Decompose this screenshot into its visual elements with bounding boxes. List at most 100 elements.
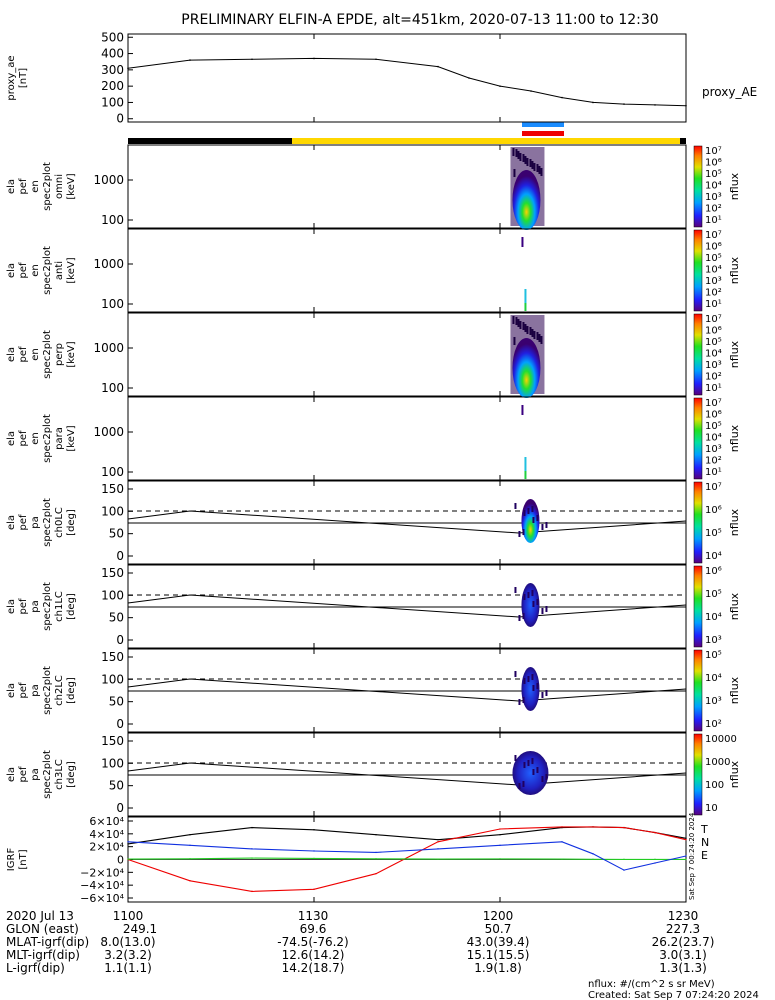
y-tick-label: 0 <box>116 112 124 126</box>
ephem-row-label: MLAT-igrf(dip) <box>6 935 89 949</box>
ae-point <box>530 90 532 92</box>
heatmap-ylabel: ela pef en spec2plot perp [keV] <box>6 330 77 379</box>
y-axis-label: IGRF <box>6 848 17 872</box>
heatmap-ylabel: ela pef en spec2plot omni [keV] <box>6 162 77 211</box>
flux-speckle <box>527 592 530 598</box>
flux-speckle <box>514 755 517 761</box>
ephem-row-label: MLT-igrf(dip) <box>6 948 80 962</box>
flux-speckle <box>532 517 535 523</box>
ae-ylabel: proxy_ae [nT] <box>6 55 29 100</box>
igrf-point <box>127 843 129 845</box>
flux-speckle <box>521 237 524 247</box>
flux-speckle <box>519 153 522 161</box>
status-bar <box>128 122 686 144</box>
colorbar-label: nflux <box>728 256 741 284</box>
ephem-value: 50.7 <box>485 922 512 936</box>
flux-speckle <box>524 289 527 303</box>
y-axis-label: [keV] <box>66 257 77 283</box>
colorbar-tick-label: 10⁷ <box>705 482 722 493</box>
status-bar-science <box>292 138 680 144</box>
ae-yticks: 500 400 300 200 100 0 <box>101 30 133 126</box>
y-axis-label: spec2plot <box>42 750 53 799</box>
colorbar-tick-label: 10¹ <box>705 467 722 478</box>
flux-speckle <box>523 510 526 516</box>
y-tick-label: 1000 <box>93 425 124 439</box>
colorbar-label: nflux <box>728 508 741 536</box>
colorbar <box>693 481 703 564</box>
flux-speckle <box>517 151 520 159</box>
colorbar-tick-label: 10⁶ <box>705 566 722 577</box>
energy-yticks: 1000 100 <box>93 425 133 479</box>
y-axis-label: spec2plot <box>42 498 53 547</box>
colorbar <box>693 649 703 732</box>
flux-speckle <box>531 161 534 169</box>
ae-point <box>127 67 129 70</box>
flux-speckle <box>545 690 548 696</box>
flux-speckle <box>541 608 544 614</box>
flux-speckle <box>523 678 526 684</box>
ephem-value: 1.3(1.3) <box>659 961 707 975</box>
igrf-point <box>685 837 687 839</box>
y-tick-label: 100 <box>101 381 124 395</box>
flux-speckle <box>524 471 527 479</box>
heatmap-ylabel: ela pef en spec2plot para [keV] <box>6 414 77 463</box>
y-tick-label: 100 <box>101 213 124 227</box>
energy-yticks: 1000 100 <box>93 173 133 227</box>
colorbar-tick-label: 10³ <box>705 360 722 371</box>
loss-cone-line <box>127 678 687 702</box>
igrf-point <box>251 826 253 829</box>
flux-speckle <box>536 332 539 340</box>
flux-speckle <box>513 337 516 345</box>
ephem-value: 14.2(18.7) <box>282 961 345 975</box>
ae-point <box>468 77 470 79</box>
colorbar-tick-label: 10⁶ <box>705 410 722 421</box>
y-tick-label: 6×10⁴ <box>89 815 124 828</box>
flux-speckle <box>538 166 541 174</box>
y-tick-label: 500 <box>101 30 124 44</box>
flux-speckle <box>522 613 525 619</box>
igrf-point <box>313 857 315 860</box>
flux-speckle <box>527 760 530 766</box>
flux-blob <box>521 499 540 543</box>
y-tick-label: 0 <box>116 801 124 815</box>
igrf-legend-label: N <box>701 836 709 849</box>
y-axis-label: [deg] <box>66 593 77 620</box>
figure-title: PRELIMINARY ELFIN-A EPDE, alt=451km, 202… <box>181 12 658 28</box>
y-axis-label: ela <box>6 263 17 278</box>
igrf-point <box>623 869 625 871</box>
flux-blob <box>521 667 540 711</box>
y-tick-label: 1000 <box>93 173 124 187</box>
spectrogram-data <box>521 237 527 311</box>
y-axis-label: spec2plot <box>42 666 53 715</box>
y-axis-label: [nT] <box>18 68 29 88</box>
flux-speckle <box>523 594 526 600</box>
flux-speckle <box>538 334 541 342</box>
colorbar-tick-label: 10³ <box>705 444 722 455</box>
y-axis-label: pa <box>30 684 41 696</box>
colorbar-tick-label: 10⁶ <box>705 326 722 337</box>
x-tick-label: 1100 <box>113 909 144 923</box>
igrf-legend-label: E <box>701 849 708 862</box>
y-axis-label: [deg] <box>66 677 77 704</box>
ephem-row-label: L-igrf(dip) <box>6 961 65 975</box>
y-tick-label: 50 <box>109 527 124 541</box>
colorbar-tick-label: 10⁴ <box>705 349 722 360</box>
y-axis-label: ela <box>6 767 17 782</box>
igrf-point <box>251 890 253 893</box>
y-axis-label: pef <box>18 262 29 279</box>
flux-speckle <box>512 148 515 156</box>
y-tick-label: 100 <box>101 588 124 602</box>
flux-speckle <box>536 515 539 521</box>
igrf-point <box>654 862 656 864</box>
ephem-value: 12.6(14.2) <box>282 948 345 962</box>
flux-speckle <box>522 697 525 703</box>
y-axis-label: [deg] <box>66 509 77 536</box>
ae-point <box>685 104 687 107</box>
colorbar-tick-label: 10³ <box>705 635 722 646</box>
y-axis-label: pa <box>30 516 41 528</box>
colorbar-tick-label: 10⁵ <box>705 528 722 539</box>
y-tick-label: 4×10⁴ <box>89 828 124 841</box>
flux-blob <box>521 583 540 627</box>
flux-speckle <box>536 599 539 605</box>
y-tick-label: 0 <box>117 854 124 867</box>
